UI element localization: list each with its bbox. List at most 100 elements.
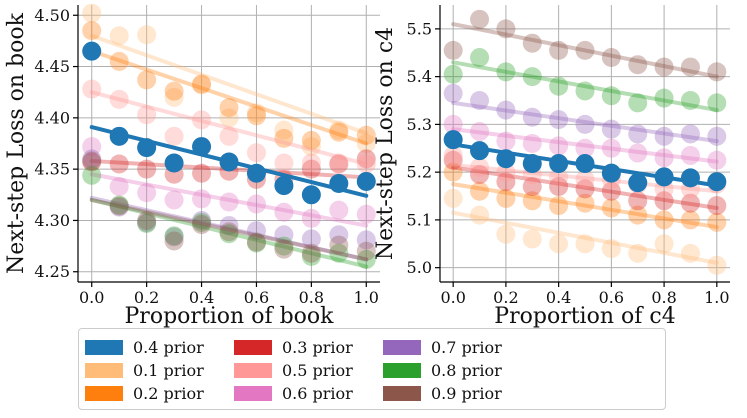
y-tick-label: 4.40 <box>34 108 70 127</box>
x-axis-label-c4: Proportion of c4 <box>494 304 675 328</box>
data-point <box>496 100 516 120</box>
x-tick-label: 0.2 <box>493 288 518 307</box>
data-point <box>246 233 266 253</box>
data-point <box>82 3 102 23</box>
series-08-prior <box>82 165 376 269</box>
data-point <box>443 145 463 165</box>
legend-label: 0.7 prior <box>431 337 502 357</box>
data-point <box>82 21 102 41</box>
data-point <box>192 137 212 157</box>
data-point <box>522 191 542 211</box>
data-point <box>707 93 727 113</box>
data-point <box>274 225 294 245</box>
y-tick-label: 5.2 <box>407 163 432 182</box>
data-point <box>164 226 184 246</box>
data-point <box>470 122 490 142</box>
y-tick-label: 5.0 <box>407 258 432 277</box>
data-point <box>329 120 349 140</box>
figure: 0.0 0.2 0.4 0.6 0.8 1.0 4.25 4.30 4.35 4.40 4.45 4.… <box>4 3 730 328</box>
legend-swatch <box>383 385 421 401</box>
data-point <box>329 235 349 255</box>
data-point <box>82 79 102 99</box>
data-point <box>522 33 542 53</box>
legend-label: 0.6 prior <box>282 383 353 403</box>
data-point <box>654 191 674 211</box>
data-point <box>601 239 621 259</box>
data-point <box>707 126 727 146</box>
data-point <box>654 148 674 168</box>
data-point <box>575 114 595 134</box>
data-point <box>522 176 542 196</box>
series-04-prior <box>443 130 727 193</box>
y-tick-label: 4.25 <box>34 262 70 281</box>
legend-item-06-prior: 0.6 prior <box>234 382 353 404</box>
data-point <box>274 239 294 259</box>
data-point <box>443 162 463 182</box>
data-point <box>628 191 648 211</box>
data-point <box>707 255 727 275</box>
fit-line <box>89 195 369 262</box>
data-point <box>274 120 294 140</box>
data-point <box>329 174 349 194</box>
data-point <box>192 210 212 230</box>
data-point <box>628 143 648 163</box>
legend-item-02-prior: 0.2 prior <box>85 382 204 404</box>
legend-swatch <box>234 339 272 355</box>
data-point <box>470 9 490 29</box>
series-04-prior <box>82 41 376 205</box>
data-point <box>496 131 516 151</box>
chart-panel-c4: 0.0 0.2 0.4 0.6 0.8 1.0 5.0 5.1 5.2 5.3 5.4 5.5 Prop… <box>373 5 730 328</box>
data-point <box>301 208 321 228</box>
data-point <box>601 86 621 106</box>
data-point <box>654 167 674 187</box>
x-tick-label: 0.8 <box>299 288 324 307</box>
data-point <box>496 19 516 39</box>
data-point <box>329 154 349 174</box>
data-point <box>575 179 595 199</box>
data-point <box>137 70 157 90</box>
data-point <box>680 145 700 165</box>
x-tick-label: 0.4 <box>546 288 571 307</box>
data-point <box>301 137 321 157</box>
data-point <box>601 163 621 183</box>
data-point <box>601 48 621 68</box>
data-point <box>654 210 674 230</box>
data-point <box>164 87 184 107</box>
data-point <box>680 91 700 111</box>
legend-swatch <box>85 385 123 401</box>
data-point <box>301 185 321 205</box>
data-point <box>246 103 266 123</box>
data-point <box>274 236 294 256</box>
series-06-prior <box>82 137 376 228</box>
y-tick-label: 5.5 <box>407 19 432 38</box>
data-point <box>219 108 239 128</box>
data-point <box>329 122 349 142</box>
data-point <box>109 195 129 215</box>
data-point <box>470 205 490 225</box>
fit-line <box>89 197 369 262</box>
series-02-prior <box>443 162 727 232</box>
data-point <box>522 107 542 127</box>
data-point <box>356 204 376 224</box>
data-point <box>301 153 321 173</box>
chart-panel-book: 0.0 0.2 0.4 0.6 0.8 1.0 4.25 4.30 4.35 4.40 4.45 4.… <box>4 3 380 328</box>
x-tick-label: 0.0 <box>79 288 104 307</box>
data-point <box>654 57 674 77</box>
y-tick-label: 4.35 <box>34 160 70 179</box>
fit-line <box>89 197 369 269</box>
data-point <box>246 143 266 163</box>
series-01-prior <box>82 3 376 157</box>
series-09-prior <box>82 151 376 263</box>
legend-item-07-prior: 0.7 prior <box>383 336 502 358</box>
data-point <box>82 152 102 172</box>
data-point <box>164 227 184 247</box>
legend: 0.4 prior 0.1 prior 0.2 prior 0.3 prior 0.5 … <box>78 328 666 410</box>
data-point <box>137 212 157 232</box>
data-point <box>164 126 184 146</box>
y-tick-label: 4.30 <box>34 211 70 230</box>
data-point <box>496 224 516 244</box>
data-point <box>496 188 516 208</box>
data-point <box>575 138 595 158</box>
x-tick-label: 0.4 <box>189 288 214 307</box>
data-point <box>137 25 157 45</box>
